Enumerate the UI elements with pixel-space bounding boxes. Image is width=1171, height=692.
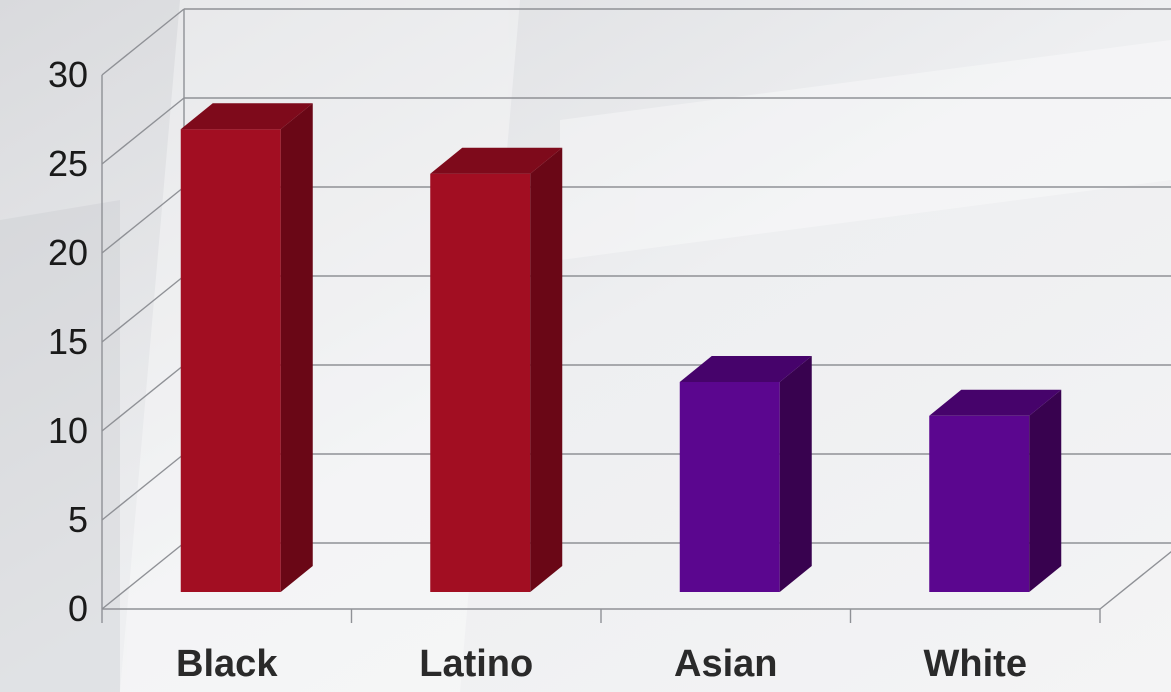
bar-side [280,103,313,592]
x-category-label: Asian [674,643,777,685]
bar-front [430,173,531,592]
bar [679,355,812,592]
bar-front [929,415,1030,592]
gridline-diagonal [101,186,185,254]
floor-edge [1099,550,1171,610]
y-tick-label: 30 [48,54,88,95]
gridline-diagonal [101,364,185,432]
bar-side [1029,389,1062,592]
x-category-label: White [924,643,1027,685]
labels: 0 5 10 15 20 25 30 Black Latino Asian White [48,54,1027,685]
gridline-diagonal [101,275,185,343]
bar-front [679,381,780,592]
bar-top [430,147,563,174]
bars [180,103,1062,592]
bar-front [180,129,281,592]
y-tick-label: 10 [48,410,88,451]
bar-top [180,103,313,130]
y-tick-label: 5 [68,499,88,540]
bar-top [929,389,1062,416]
x-category-label: Latino [419,643,533,685]
bar [180,103,313,592]
bar-side [530,147,563,592]
gridline-diagonal [101,97,185,165]
y-tick-label: 20 [48,232,88,273]
bar [430,147,563,592]
gridline-diagonal [101,453,185,521]
bar [929,389,1062,592]
bar-side [779,355,812,592]
gridline-diagonal [101,8,185,76]
gridline-diagonal [101,542,185,610]
bar-top [679,355,812,382]
y-tick-label: 15 [48,321,88,362]
y-tick-label: 25 [48,143,88,184]
y-tick-label: 0 [68,588,88,629]
x-category-label: Black [176,643,278,685]
